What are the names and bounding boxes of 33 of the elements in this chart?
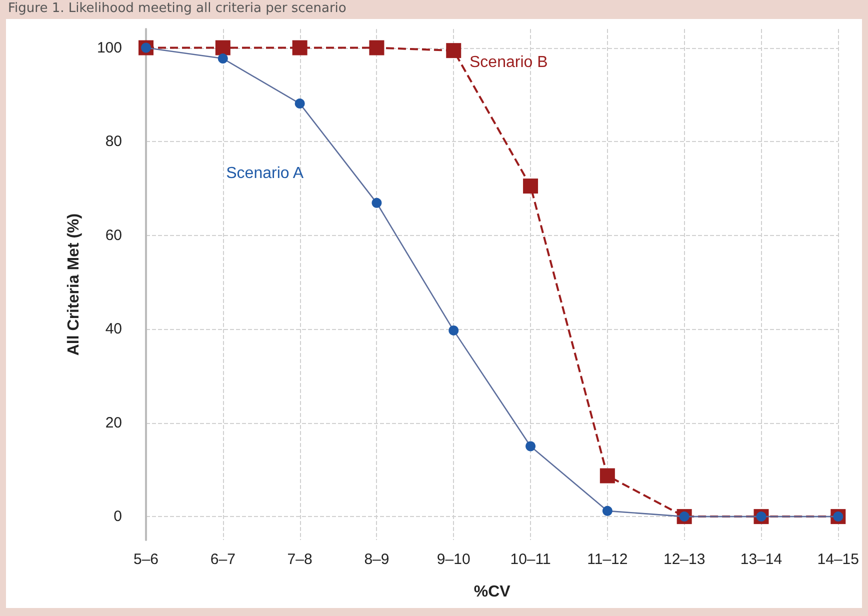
point [215,40,230,56]
point [600,468,615,484]
point [372,198,382,208]
y-axis-title: All Criteria Met (%) [66,213,82,356]
point [602,506,612,516]
point [526,441,536,452]
y-tick-label: 0 [114,508,122,526]
x-tick-label: 5–6 [133,551,159,568]
point [294,98,305,109]
x-tick-label: 10–11 [510,551,551,568]
x-tick-label: 8–9 [364,551,390,568]
x-tick-label: 11–12 [587,551,628,568]
x-tick-label: 12–13 [663,551,706,568]
x-tick-label: 13–14 [740,551,782,568]
point [523,178,538,194]
y-tick-label: 40 [105,320,122,338]
y-tick-label: 20 [105,414,122,432]
y-tick-label: 60 [105,226,122,244]
point [218,54,228,64]
text: Scenario A [226,165,304,182]
point [448,325,459,336]
x-tick-label: 9–10 [436,551,470,568]
x-tick-label: 7–8 [287,551,312,568]
x-tick-label: 6–7 [210,551,236,568]
chart-title: Figure 1. Likelihood meeting all criteria per scenario [8,1,346,17]
point [369,40,384,56]
y-tick-label: 100 [96,39,122,56]
point [446,43,462,58]
x-axis-title: %CV [474,584,511,600]
y-tick-label: 80 [105,133,122,150]
x-tick-label: 14–15 [817,551,860,568]
point [292,40,308,56]
series-label: Scenario B [469,54,548,72]
